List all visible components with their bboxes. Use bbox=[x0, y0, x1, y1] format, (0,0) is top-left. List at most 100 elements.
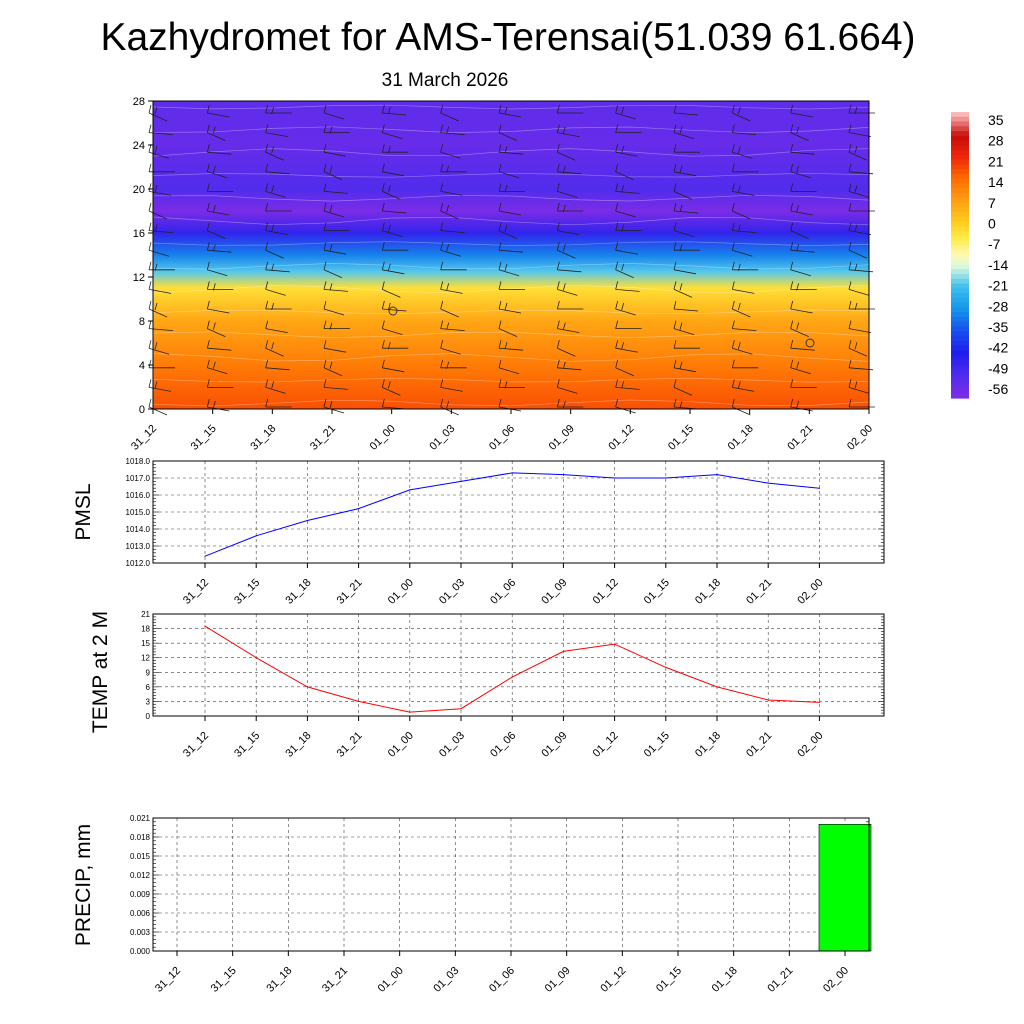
wind-barb-flag bbox=[621, 381, 625, 389]
contour-line bbox=[152, 104, 870, 110]
y-tick-label: 16 bbox=[133, 228, 145, 240]
wind-barb-shaft bbox=[790, 132, 809, 141]
wind-barb-flag bbox=[206, 281, 210, 290]
wind-barb-flag bbox=[562, 165, 566, 173]
wind-barb-flag bbox=[206, 144, 210, 153]
wind-barb-flag bbox=[556, 320, 560, 329]
wind-barb-flag bbox=[271, 185, 275, 193]
x-tick-label: 31_12 bbox=[153, 965, 183, 995]
wind-barb-flag bbox=[790, 398, 794, 408]
data-point bbox=[460, 708, 462, 710]
wind-barb-flag bbox=[731, 320, 735, 329]
wind-barb-flag bbox=[562, 322, 566, 330]
wind-barb-shaft bbox=[440, 289, 463, 294]
colorbar-segment bbox=[951, 359, 969, 366]
wind-barb-shaft bbox=[498, 269, 520, 277]
wind-barb-flag bbox=[446, 283, 450, 291]
wind-barb-shaft bbox=[790, 367, 811, 375]
x-tick-label: 01_09 bbox=[539, 730, 569, 760]
colorbar-segment bbox=[951, 159, 969, 166]
wind-barb-flag bbox=[381, 144, 385, 153]
y-tick-label: 0.000 bbox=[130, 947, 151, 956]
wind-barb-flag bbox=[731, 359, 735, 368]
wind-barb-flag bbox=[615, 104, 619, 114]
wind-barb-flag bbox=[265, 222, 269, 231]
wind-barb-flag bbox=[148, 144, 152, 153]
wind-barb-flag bbox=[790, 359, 794, 368]
wind-barb-flag bbox=[731, 242, 735, 251]
colorbar-label: -28 bbox=[988, 298, 1008, 314]
wind-barb-shaft bbox=[557, 230, 580, 235]
precip-bar bbox=[818, 824, 872, 952]
x-tick-label: 01_21 bbox=[744, 730, 774, 760]
wind-barb-flag bbox=[387, 302, 391, 311]
wind-barb-shaft bbox=[732, 347, 753, 355]
wind-barb-shaft bbox=[848, 249, 868, 259]
wind-barb-flag bbox=[154, 381, 158, 389]
y-tick-label: 0.021 bbox=[130, 814, 151, 823]
wind-barb-flag bbox=[381, 359, 385, 368]
colorbar-label: -14 bbox=[988, 257, 1008, 273]
colorbar-segment bbox=[951, 340, 969, 347]
colorbar-segment bbox=[951, 331, 969, 337]
wind-barb-flag bbox=[381, 398, 385, 408]
wind-barb-flag bbox=[271, 224, 275, 232]
x-tick-label: 01_18 bbox=[726, 423, 756, 453]
data-point bbox=[409, 711, 411, 713]
colorbar-segment bbox=[951, 145, 969, 151]
wind-barb-flag bbox=[621, 342, 625, 350]
wind-barb-flag bbox=[498, 261, 502, 270]
colorbar-segment bbox=[951, 197, 969, 204]
wind-barb-shaft bbox=[557, 132, 580, 137]
wind-barb-flag bbox=[206, 222, 210, 231]
colorbar-segment bbox=[951, 278, 969, 285]
wind-barb-flag bbox=[440, 104, 444, 114]
wind-barb-shaft bbox=[207, 367, 228, 375]
wind-barb-flag bbox=[206, 320, 210, 329]
wind-barb-shaft bbox=[673, 191, 693, 200]
wind-barb-flag bbox=[323, 144, 327, 153]
wind-barb-flag bbox=[265, 340, 269, 349]
wind-barb-shaft bbox=[440, 112, 459, 122]
wind-barb-flag bbox=[440, 379, 444, 388]
wind-barb-shaft bbox=[732, 328, 757, 331]
wind-barb-flag bbox=[212, 400, 216, 409]
wind-barb-flag bbox=[381, 340, 385, 349]
y-tick-label: 0 bbox=[146, 712, 151, 721]
wind-barb-flag bbox=[848, 202, 852, 212]
wind-barb-flag bbox=[848, 281, 852, 290]
wind-barb-flag bbox=[848, 144, 852, 153]
colorbar-segment bbox=[951, 164, 969, 170]
wind-barb-flag bbox=[329, 361, 333, 369]
y-tick-label: 1015.0 bbox=[126, 508, 151, 517]
wind-barb-flag bbox=[206, 163, 210, 172]
wind-barb-flag bbox=[265, 124, 269, 133]
wind-barb-shaft bbox=[440, 191, 463, 196]
wind-barb-flag bbox=[329, 126, 333, 134]
wind-barb-flag bbox=[737, 381, 741, 389]
wind-barb-flag bbox=[673, 281, 677, 290]
wind-barb-shaft bbox=[557, 171, 582, 175]
wind-barb-shaft bbox=[207, 249, 232, 253]
wind-barb-flag bbox=[498, 124, 502, 133]
wind-barb-flag bbox=[440, 340, 444, 349]
wind-barb-flag bbox=[381, 281, 385, 290]
wind-barb-shaft bbox=[615, 367, 634, 377]
wind-barb-flag bbox=[446, 244, 450, 252]
wind-barb-flag bbox=[323, 124, 327, 133]
wind-barb-shaft bbox=[207, 269, 228, 277]
wind-barb-shaft bbox=[848, 347, 868, 357]
wind-barb-flag bbox=[562, 126, 566, 134]
wind-barb-flag bbox=[440, 281, 444, 290]
wind-barb-flag bbox=[731, 340, 735, 349]
wind-barb-shaft bbox=[440, 308, 459, 318]
wind-barb-shaft bbox=[557, 328, 580, 333]
colorbar-segment bbox=[951, 126, 969, 132]
wind-barb-flag bbox=[556, 300, 560, 310]
y-axis-label: TEMP at 2 M bbox=[89, 611, 112, 733]
wind-barb-shaft bbox=[323, 151, 347, 157]
wind-barb-flag bbox=[498, 104, 502, 114]
x-tick-label: 01_00 bbox=[386, 577, 416, 607]
wind-barb-flag bbox=[790, 320, 794, 329]
colorbar-segment bbox=[951, 369, 969, 375]
